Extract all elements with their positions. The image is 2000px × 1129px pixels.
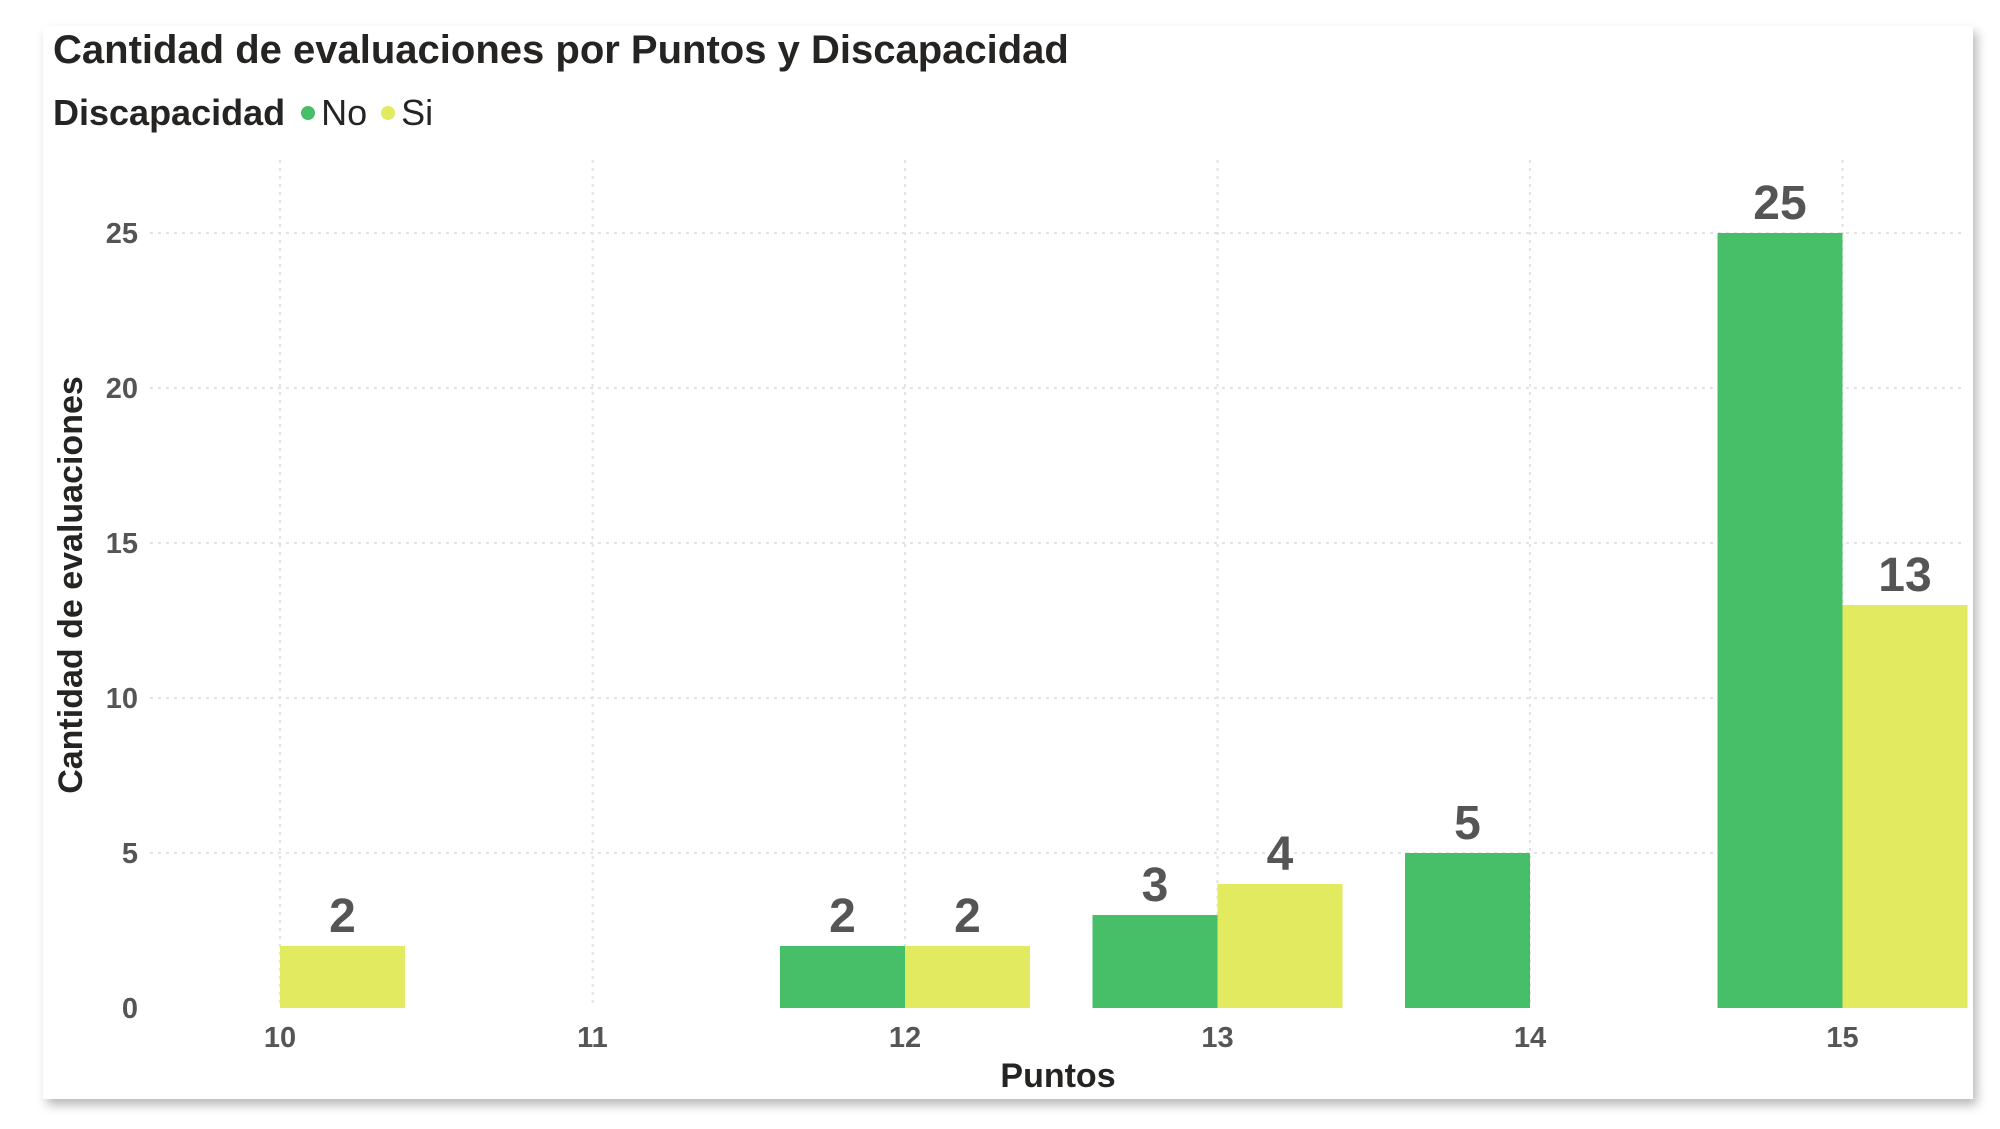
data-label: 2 (954, 890, 981, 943)
bar-si-12[interactable] (905, 946, 1030, 1008)
legend-title: Discapacidad (53, 92, 286, 133)
legend: Discapacidad No Si (53, 92, 447, 134)
legend-item-si[interactable]: Si (381, 92, 433, 134)
y-tick-label: 10 (106, 683, 138, 715)
bar-no-13[interactable] (1092, 915, 1218, 1008)
gridlines (150, 160, 1965, 1008)
bar-no-14[interactable] (1405, 853, 1530, 1008)
legend-label-no: No (321, 92, 368, 133)
x-tick-label: 13 (1201, 1022, 1233, 1054)
data-label: 2 (329, 890, 356, 943)
data-label: 25 (1753, 177, 1806, 230)
x-axis-label: Puntos (1000, 1057, 1115, 1095)
bar-no-15[interactable] (1717, 233, 1843, 1008)
legend-dot-no-icon (301, 106, 316, 120)
y-axis-label: Cantidad de evaluaciones (52, 376, 90, 794)
chart-card (43, 26, 1973, 1099)
x-tick-label: 11 (577, 1022, 608, 1054)
data-label: 4 (1267, 828, 1294, 881)
data-labels: 2 3 5 25 2 2 4 13 (329, 177, 1932, 943)
x-tick-label: 12 (889, 1022, 921, 1054)
data-label: 2 (829, 890, 856, 943)
bars (280, 233, 1968, 1008)
bar-si-13[interactable] (1217, 884, 1343, 1008)
legend-dot-si-icon (381, 106, 396, 120)
x-tick-label: 14 (1514, 1022, 1546, 1054)
data-label: 13 (1878, 549, 1931, 602)
bar-si-10[interactable] (280, 946, 405, 1008)
bar-si-15[interactable] (1842, 605, 1968, 1008)
legend-label-si: Si (401, 92, 434, 133)
data-label: 5 (1454, 797, 1481, 850)
y-tick-label: 15 (106, 528, 138, 560)
data-label: 3 (1142, 859, 1169, 912)
legend-item-no[interactable]: No (301, 92, 367, 134)
y-tick-label: 0 (122, 993, 138, 1025)
bar-no-12[interactable] (780, 946, 905, 1008)
x-tick-label: 10 (264, 1022, 296, 1054)
y-tick-label: 20 (106, 373, 138, 405)
chart-title: Cantidad de evaluaciones por Puntos y Di… (53, 28, 1069, 72)
x-tick-label: 15 (1826, 1022, 1858, 1054)
y-tick-label: 5 (122, 838, 138, 870)
y-tick-label: 25 (106, 218, 138, 250)
